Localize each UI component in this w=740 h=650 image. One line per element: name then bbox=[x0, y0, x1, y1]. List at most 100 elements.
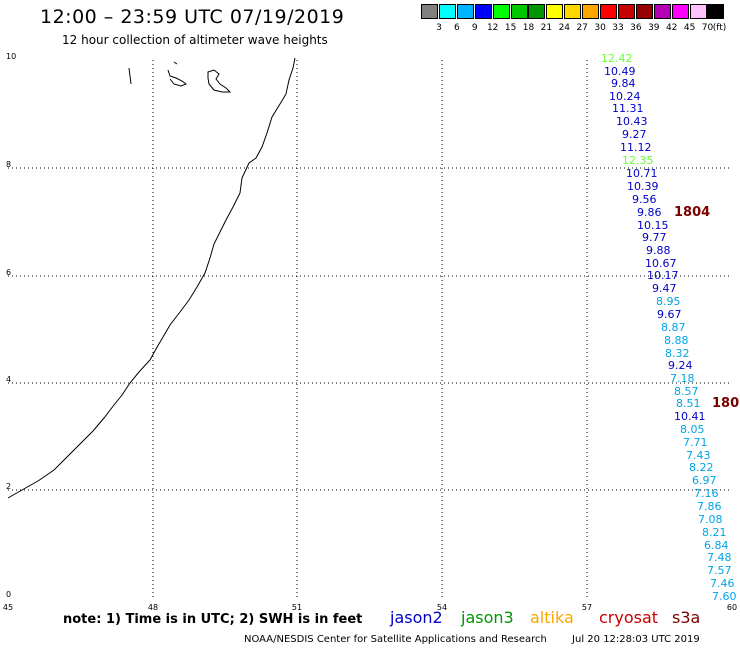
y-tick-label: 8 bbox=[6, 160, 12, 169]
x-tick-label: 51 bbox=[291, 603, 303, 612]
wave-height-value: 10.49 bbox=[604, 65, 636, 78]
wave-height-value: 10.17 bbox=[647, 269, 679, 282]
color-scale-tick: 9 bbox=[471, 23, 478, 33]
wave-height-value: 7.08 bbox=[698, 513, 723, 526]
legend-item-s3a: s3a bbox=[672, 608, 701, 627]
color-scale-tick: 30 bbox=[594, 23, 606, 33]
wave-height-value: 8.21 bbox=[702, 526, 727, 539]
y-tick-label: 10 bbox=[6, 52, 17, 61]
color-scale-tick: 70 bbox=[701, 23, 714, 33]
wave-height-value: 8.87 bbox=[661, 321, 686, 334]
color-scale-tick: 24 bbox=[558, 23, 571, 33]
wave-height-value: 9.86 bbox=[637, 206, 662, 219]
y-tick-label: 4 bbox=[6, 375, 12, 384]
footer-note: note: 1) Time is in UTC; 2) SWH is in fe… bbox=[63, 612, 363, 627]
wave-height-value: 9.27 bbox=[622, 128, 647, 141]
color-swatch bbox=[671, 4, 689, 19]
wave-height-value: 8.57 bbox=[674, 385, 699, 398]
wave-height-value: 8.88 bbox=[664, 334, 689, 347]
color-swatch bbox=[600, 4, 617, 19]
color-scale-tick: 15 bbox=[504, 23, 517, 33]
wave-height-value: 8.95 bbox=[656, 295, 681, 308]
track-label: 1803 bbox=[712, 396, 740, 411]
wave-height-value: 8.05 bbox=[680, 423, 705, 436]
color-scale-tick: 36 bbox=[630, 23, 642, 33]
track-label: 1804 bbox=[674, 205, 711, 220]
color-swatch bbox=[564, 4, 582, 19]
wave-height-value: 7.43 bbox=[686, 449, 711, 462]
x-tick-label: 54 bbox=[436, 603, 448, 612]
page-title: 12:00 – 23:59 UTC 07/19/2019 bbox=[40, 6, 345, 28]
wave-height-value: 7.46 bbox=[710, 577, 735, 590]
legend-item-jason3: jason3 bbox=[461, 608, 514, 627]
color-swatch bbox=[689, 4, 707, 19]
wave-height-value: 9.88 bbox=[646, 244, 671, 257]
wave-height-value: 11.12 bbox=[620, 141, 652, 154]
y-tick-label: 6 bbox=[6, 268, 12, 277]
wave-height-value: 12.35 bbox=[622, 154, 654, 167]
legend-item-cryosat: cryosat bbox=[599, 608, 659, 627]
color-swatch bbox=[635, 4, 653, 19]
color-scale-tick: 3 bbox=[436, 23, 442, 33]
island bbox=[207, 69, 232, 93]
color-swatch bbox=[617, 4, 635, 19]
wave-height-value: 7.60 bbox=[712, 590, 737, 603]
color-scale-tick: 18 bbox=[522, 23, 535, 33]
wave-height-value: 7.86 bbox=[697, 500, 722, 513]
color-swatch bbox=[653, 4, 671, 19]
color-scale-tick: 33 bbox=[612, 23, 624, 33]
color-scale-tick: 42 bbox=[665, 23, 678, 33]
color-swatch bbox=[528, 4, 546, 19]
color-swatch bbox=[438, 4, 456, 19]
island bbox=[167, 69, 188, 87]
color-swatch bbox=[474, 4, 492, 19]
wave-height-value: 10.15 bbox=[637, 219, 669, 232]
wave-height-value: 7.16 bbox=[694, 487, 719, 500]
legend-item-jason2: jason2 bbox=[390, 608, 443, 627]
wave-height-value: 8.32 bbox=[665, 347, 690, 360]
x-tick-label: 48 bbox=[147, 603, 159, 612]
wave-height-value: 10.39 bbox=[627, 180, 659, 193]
timestamp: Jul 20 12:28:03 UTC 2019 bbox=[572, 634, 700, 645]
wave-height-value: 10.24 bbox=[609, 90, 641, 103]
color-swatch bbox=[421, 4, 438, 19]
y-tick-label: 2 bbox=[6, 482, 12, 491]
island bbox=[128, 67, 132, 85]
wave-height-value: 9.84 bbox=[611, 77, 636, 90]
color-scale-tick: 39 bbox=[648, 23, 660, 33]
wave-height-value: 8.51 bbox=[676, 397, 701, 410]
wave-height-value: 10.41 bbox=[674, 410, 706, 423]
x-tick-label: 60 bbox=[726, 603, 738, 612]
wave-height-value: 12.42 bbox=[601, 52, 633, 65]
color-scale-tick: 6 bbox=[454, 23, 460, 33]
x-tick-label: 45 bbox=[2, 603, 14, 612]
color-swatch bbox=[456, 4, 474, 19]
wave-height-value: 6.97 bbox=[692, 474, 717, 487]
legend-item-altika: altika bbox=[530, 608, 574, 627]
wave-height-value: 10.67 bbox=[645, 257, 677, 270]
color-swatch bbox=[582, 4, 600, 19]
wave-height-value: 7.48 bbox=[707, 551, 732, 564]
wave-height-value: 9.24 bbox=[668, 359, 693, 372]
color-scale-tick: 27 bbox=[576, 23, 588, 33]
color-swatch bbox=[707, 4, 725, 19]
wave-height-value: 6.84 bbox=[704, 539, 729, 552]
wave-height-value: 10.71 bbox=[626, 167, 658, 180]
wave-height-value: 9.77 bbox=[642, 231, 667, 244]
wave-height-value: 10.43 bbox=[616, 115, 648, 128]
color-scale-tick: 12 bbox=[486, 23, 499, 33]
island-group bbox=[128, 61, 232, 93]
color-swatch bbox=[510, 4, 528, 19]
x-tick-label: 57 bbox=[581, 603, 593, 612]
credit-text: NOAA/NESDIS Center for Satellite Applica… bbox=[244, 634, 547, 645]
wave-height-value: 8.22 bbox=[689, 461, 714, 474]
grid-lines bbox=[8, 60, 732, 598]
y-tick-label: 0 bbox=[6, 590, 12, 599]
wave-height-value: 7.18 bbox=[670, 372, 695, 385]
color-scale-unit: (ft) bbox=[712, 23, 727, 33]
wave-height-value: 9.47 bbox=[652, 282, 677, 295]
wave-height-value: 9.67 bbox=[657, 308, 682, 321]
color-swatch bbox=[546, 4, 564, 19]
coast-line bbox=[7, 57, 296, 499]
